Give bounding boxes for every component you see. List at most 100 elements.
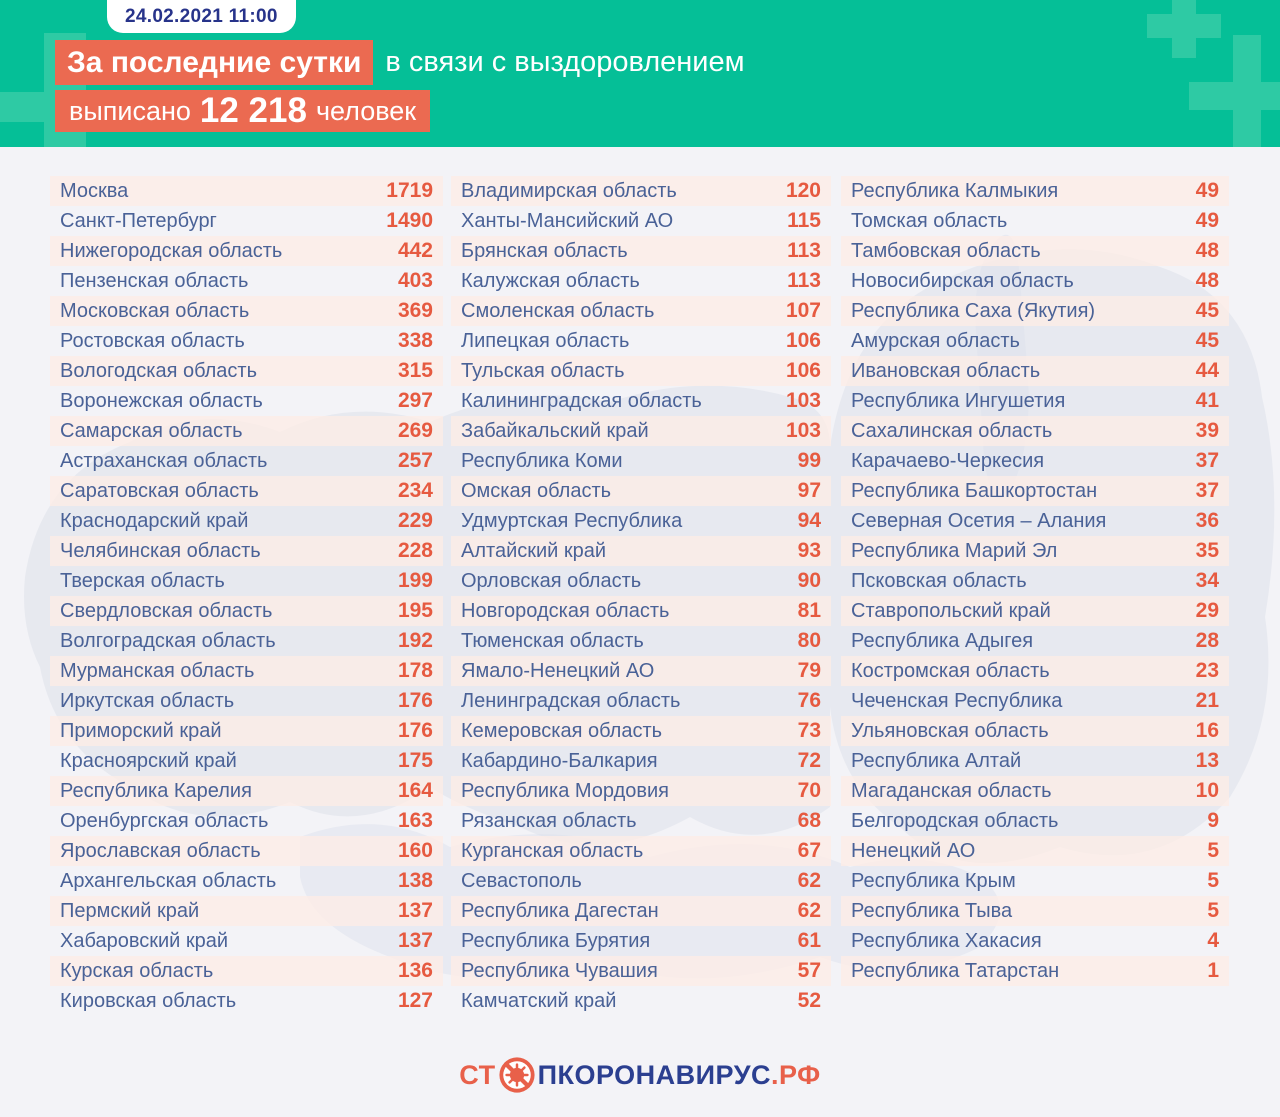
region-row: Воронежская область 297 — [50, 386, 443, 416]
region-recovered-count: 57 — [797, 959, 821, 982]
region-name: Ставропольский край — [851, 599, 1051, 622]
region-row: Ульяновская область 16 — [841, 716, 1229, 746]
region-name: Республика Калмыкия — [851, 179, 1059, 202]
region-name: Архангельская область — [60, 869, 277, 892]
region-recovered-count: 23 — [1195, 659, 1219, 682]
region-row: Республика Башкортостан 37 — [841, 476, 1229, 506]
region-recovered-count: 72 — [797, 749, 821, 772]
region-name: Самарская область — [60, 419, 243, 442]
region-row: Ивановская область 44 — [841, 356, 1229, 386]
region-row: Архангельская область 138 — [50, 866, 443, 896]
region-recovered-count: 67 — [797, 839, 821, 862]
region-row: Ставропольский край 29 — [841, 596, 1229, 626]
region-recovered-count: 5 — [1207, 839, 1219, 862]
region-name: Орловская область — [461, 569, 642, 592]
region-recovered-count: 68 — [797, 809, 821, 832]
region-recovered-count: 49 — [1195, 179, 1219, 202]
region-row: Орловская область 90 — [451, 566, 831, 596]
region-recovered-count: 103 — [785, 389, 821, 412]
region-row: Волгоградская область 192 — [50, 626, 443, 656]
no-virus-icon — [499, 1057, 535, 1093]
region-row: Республика Дагестан 62 — [451, 896, 831, 926]
region-name: Карачаево-Черкесия — [851, 449, 1045, 472]
region-recovered-count: 195 — [397, 599, 433, 622]
region-recovered-count: 29 — [1195, 599, 1219, 622]
region-name: Новгородская область — [461, 599, 670, 622]
region-row: Саратовская область 234 — [50, 476, 443, 506]
region-recovered-count: 79 — [797, 659, 821, 682]
region-row: Тверская область 199 — [50, 566, 443, 596]
region-row: Рязанская область 68 — [451, 806, 831, 836]
region-recovered-count: 13 — [1195, 749, 1219, 772]
region-row: Северная Осетия – Алания 36 — [841, 506, 1229, 536]
region-name: Севастополь — [461, 869, 582, 892]
region-name: Рязанская область — [461, 809, 637, 832]
region-row: Псковская область 34 — [841, 566, 1229, 596]
region-name: Республика Алтай — [851, 749, 1022, 772]
region-recovered-count: 5 — [1207, 869, 1219, 892]
region-name: Кировская область — [60, 989, 237, 1012]
region-recovered-count: 99 — [797, 449, 821, 472]
region-row: Ростовская область 338 — [50, 326, 443, 356]
region-recovered-count: 107 — [785, 299, 821, 322]
region-row: Сахалинская область 39 — [841, 416, 1229, 446]
region-row: Владимирская область 120 — [451, 176, 831, 206]
region-row: Белгородская область 9 — [841, 806, 1229, 836]
region-row: Нижегородская область 442 — [50, 236, 443, 266]
region-row: Республика Саха (Якутия) 45 — [841, 296, 1229, 326]
region-recovered-count: 163 — [397, 809, 433, 832]
region-name: Краснодарский край — [60, 509, 249, 532]
region-name: Челябинская область — [60, 539, 261, 562]
region-recovered-count: 164 — [397, 779, 433, 802]
region-row: Новгородская область 81 — [451, 596, 831, 626]
headline-highlight: За последние сутки — [55, 40, 374, 85]
region-name: Удмуртская Республика — [461, 509, 683, 532]
region-row: Ленинградская область 76 — [451, 686, 831, 716]
region-row: Ямало-Ненецкий АО 79 — [451, 656, 831, 686]
date-text: 24.02.2021 11:00 — [125, 5, 278, 27]
region-recovered-count: 61 — [797, 929, 821, 952]
region-recovered-count: 229 — [397, 509, 433, 532]
region-row: Кировская область 127 — [50, 986, 443, 1016]
region-recovered-count: 257 — [397, 449, 433, 472]
region-name: Кабардино-Балкария — [461, 749, 658, 772]
region-recovered-count: 234 — [397, 479, 433, 502]
region-name: Республика Башкортостан — [851, 479, 1098, 502]
region-name: Томская область — [851, 209, 1008, 232]
region-name: Республика Мордовия — [461, 779, 669, 802]
region-row: Республика Калмыкия 49 — [841, 176, 1229, 206]
region-name: Тюменская область — [461, 629, 644, 652]
region-recovered-count: 45 — [1195, 329, 1219, 352]
region-recovered-count: 28 — [1195, 629, 1219, 652]
region-row: Магаданская область 10 — [841, 776, 1229, 806]
logo-text-st: СТ — [459, 1059, 496, 1090]
region-row: Республика Мордовия 70 — [451, 776, 831, 806]
region-column-2: Владимирская область 120 Ханты-Мансийский … — [451, 176, 831, 1016]
region-name: Республика Бурятия — [461, 929, 651, 952]
region-row: Иркутская область 176 — [50, 686, 443, 716]
region-recovered-count: 175 — [397, 749, 433, 772]
stopcoronavirus-logo: СТ ПКОРОНАВИРУС .РФ — [0, 1056, 1280, 1094]
date-badge: 24.02.2021 11:00 — [107, 0, 296, 33]
region-recovered-count: 338 — [397, 329, 433, 352]
region-name: Алтайский край — [461, 539, 607, 562]
region-recovered-count: 120 — [785, 179, 821, 202]
region-recovered-count: 297 — [397, 389, 433, 412]
region-recovered-count: 9 — [1207, 809, 1219, 832]
region-name: Республика Хакасия — [851, 929, 1042, 952]
region-name: Нижегородская область — [60, 239, 283, 262]
region-recovered-count: 113 — [787, 239, 821, 262]
region-name: Магаданская область — [851, 779, 1052, 802]
region-recovered-count: 37 — [1195, 479, 1219, 502]
region-name: Саратовская область — [60, 479, 259, 502]
region-row: Брянская область 113 — [451, 236, 831, 266]
region-row: Пензенская область 403 — [50, 266, 443, 296]
region-name: Ярославская область — [60, 839, 261, 862]
region-name: Курская область — [60, 959, 214, 982]
region-row: Кемеровская область 73 — [451, 716, 831, 746]
region-recovered-count: 76 — [797, 689, 821, 712]
region-recovered-count: 192 — [397, 629, 433, 652]
region-recovered-count: 62 — [797, 899, 821, 922]
region-name: Кемеровская область — [461, 719, 663, 742]
region-name: Воронежская область — [60, 389, 263, 412]
